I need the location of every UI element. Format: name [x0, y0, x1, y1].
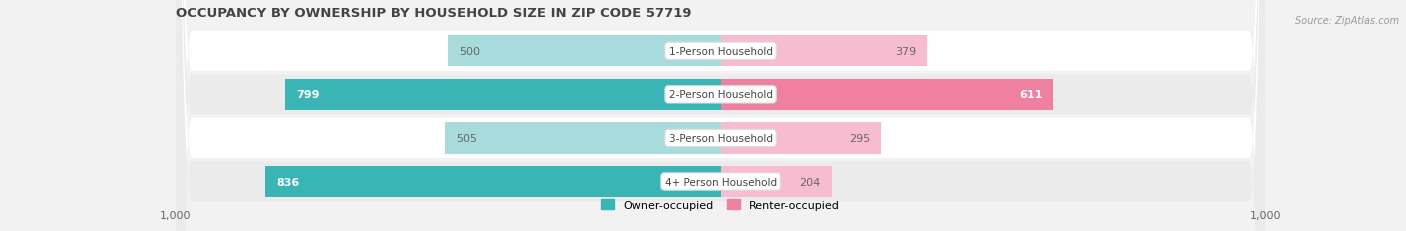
Bar — [721, 36, 927, 67]
Text: 4+ Person Household: 4+ Person Household — [665, 177, 776, 187]
FancyBboxPatch shape — [176, 0, 1265, 231]
Text: 1-Person Household: 1-Person Household — [669, 47, 772, 57]
Text: 799: 799 — [297, 90, 319, 100]
Bar — [285, 79, 721, 111]
Bar — [449, 36, 721, 67]
Text: 611: 611 — [1019, 90, 1043, 100]
FancyBboxPatch shape — [176, 0, 1265, 231]
Text: 295: 295 — [849, 133, 870, 143]
FancyBboxPatch shape — [176, 0, 1265, 231]
Text: 505: 505 — [457, 133, 477, 143]
Text: 3-Person Household: 3-Person Household — [669, 133, 772, 143]
Bar — [721, 166, 832, 197]
Text: 379: 379 — [894, 47, 917, 57]
Text: Source: ZipAtlas.com: Source: ZipAtlas.com — [1295, 16, 1399, 26]
FancyBboxPatch shape — [176, 0, 1265, 231]
Text: 500: 500 — [458, 47, 479, 57]
Legend: Owner-occupied, Renter-occupied: Owner-occupied, Renter-occupied — [596, 195, 845, 214]
Text: 836: 836 — [276, 177, 299, 187]
Text: 2-Person Household: 2-Person Household — [669, 90, 772, 100]
Bar — [446, 123, 721, 154]
Bar — [721, 123, 882, 154]
Text: 204: 204 — [800, 177, 821, 187]
Bar — [721, 79, 1053, 111]
Text: OCCUPANCY BY OWNERSHIP BY HOUSEHOLD SIZE IN ZIP CODE 57719: OCCUPANCY BY OWNERSHIP BY HOUSEHOLD SIZE… — [176, 7, 692, 20]
Bar — [266, 166, 721, 197]
